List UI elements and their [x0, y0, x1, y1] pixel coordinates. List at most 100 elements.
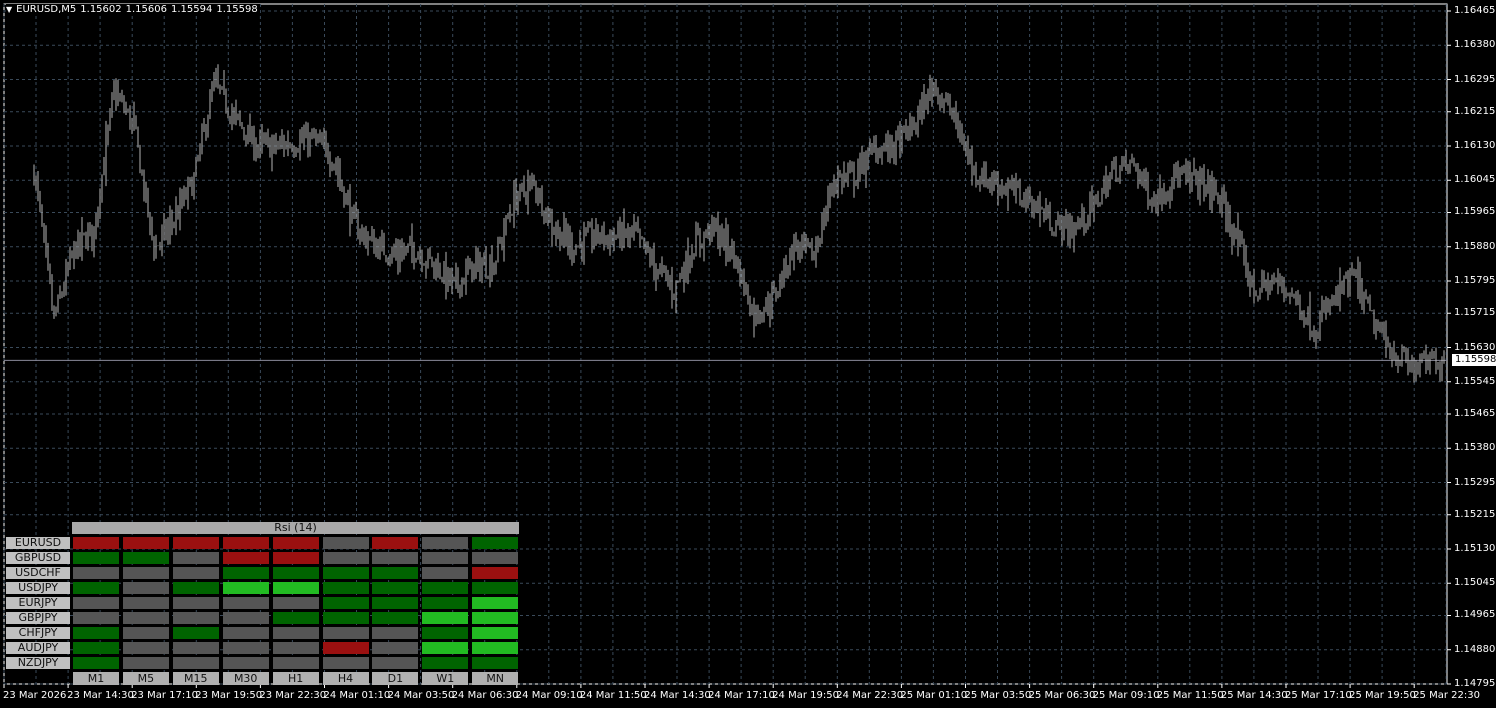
rsi-cell-bearish — [272, 552, 319, 564]
rsi-cell-neutral — [472, 552, 519, 564]
rsi-timeframe-label: M5 — [122, 672, 169, 685]
price-tick-label: 1.15215 — [1454, 508, 1496, 520]
rsi-cell-strong_bullish — [472, 642, 519, 654]
rsi-cell-neutral — [272, 657, 319, 669]
time-tick-label: 25 Mar 14:30 — [1220, 690, 1288, 701]
time-tick-label: 24 Mar 01:10 — [323, 690, 391, 701]
rsi-timeframe-label: H4 — [322, 672, 369, 685]
rsi-cell-bearish — [322, 642, 369, 654]
rsi-cell-bullish — [472, 582, 519, 594]
time-tick-label: 25 Mar 03:50 — [964, 690, 1032, 701]
time-tick-label: 24 Mar 17:10 — [708, 690, 775, 701]
time-tick-label: 24 Mar 06:30 — [451, 690, 519, 701]
rsi-symbol-label: EURJPY — [6, 597, 70, 609]
rsi-cell-bearish — [222, 537, 269, 549]
rsi-cell-neutral — [122, 627, 169, 639]
rsi-cell-neutral — [222, 642, 269, 654]
rsi-symbol-label: CHFJPY — [6, 627, 70, 639]
rsi-cell-bearish — [472, 567, 519, 579]
rsi-cell-strong_bullish — [472, 597, 519, 609]
rsi-cell-bullish — [322, 582, 369, 594]
rsi-cell-bullish — [172, 627, 219, 639]
rsi-cell-bullish — [422, 582, 469, 594]
rsi-cell-bullish — [272, 612, 319, 624]
rsi-cell-bearish — [73, 537, 119, 549]
rsi-cell-neutral — [172, 567, 219, 579]
time-tick-label: 24 Mar 11:50 — [579, 690, 647, 701]
price-tick-label: 1.16465 — [1454, 5, 1496, 16]
rsi-cell-bullish — [422, 627, 469, 639]
time-tick-label: 24 Mar 03:50 — [387, 690, 455, 701]
rsi-cell-strong_bullish — [422, 612, 469, 624]
price-tick-label: 1.16295 — [1454, 73, 1496, 85]
rsi-timeframe-label: D1 — [372, 672, 419, 685]
rsi-cell-bullish — [272, 567, 319, 579]
time-tick-label: 25 Mar 11:50 — [1156, 690, 1224, 701]
rsi-cell-bullish — [422, 597, 469, 609]
high-value: 1.15606 — [125, 4, 167, 15]
rsi-cell-neutral — [372, 657, 419, 669]
rsi-cell-neutral — [122, 597, 169, 609]
rsi-symbol-label: AUDJPY — [6, 642, 70, 654]
rsi-cell-bullish — [73, 552, 119, 564]
rsi-cell-neutral — [372, 642, 419, 654]
rsi-cell-bearish — [222, 552, 269, 564]
time-tick-label: 25 Mar 17:10 — [1285, 690, 1352, 701]
rsi-symbol-label: USDCHF — [6, 567, 70, 579]
rsi-timeframe-label: MN — [472, 672, 519, 685]
rsi-cell-bullish — [322, 612, 369, 624]
rsi-cell-neutral — [372, 627, 419, 639]
price-tick-label: 1.15795 — [1454, 275, 1496, 286]
rsi-cell-neutral — [422, 567, 469, 579]
rsi-cell-neutral — [222, 597, 269, 609]
time-tick-label: 23 Mar 14:30 — [67, 690, 134, 701]
rsi-cell-neutral — [422, 537, 469, 549]
rsi-cell-bearish — [172, 537, 219, 549]
rsi-cell-neutral — [222, 612, 269, 624]
price-tick-label: 1.16130 — [1454, 140, 1496, 151]
rsi-cell-neutral — [322, 627, 369, 639]
price-tick-label: 1.15130 — [1454, 542, 1496, 554]
rsi-timeframe-label: M1 — [73, 672, 119, 685]
rsi-cell-bullish — [372, 612, 419, 624]
symbol-title: EURUSD,M5 — [16, 4, 77, 15]
rsi-cell-bullish — [73, 582, 119, 594]
time-tick-label: 25 Mar 22:30 — [1413, 690, 1480, 701]
chart-title: ▼ EURUSD,M5 1.15602 1.15606 1.15594 1.15… — [6, 4, 260, 15]
rsi-cell-bullish — [322, 567, 369, 579]
rsi-cell-neutral — [322, 537, 369, 549]
rsi-cell-neutral — [172, 657, 219, 669]
rsi-cell-bullish — [73, 657, 119, 669]
rsi-cell-neutral — [172, 552, 219, 564]
rsi-cell-bullish — [172, 582, 219, 594]
price-tick-label: 1.15465 — [1454, 407, 1496, 419]
rsi-cell-neutral — [172, 612, 219, 624]
price-tick-label: 1.16045 — [1454, 174, 1496, 186]
time-tick-label: 23 Mar 2026 — [3, 690, 67, 701]
open-value: 1.15602 — [80, 4, 122, 15]
rsi-cell-neutral — [122, 567, 169, 579]
price-tick-label: 1.16215 — [1454, 105, 1496, 117]
price-tick-label: 1.15380 — [1454, 442, 1496, 454]
rsi-cell-bullish — [372, 582, 419, 594]
price-tick-label: 1.15045 — [1454, 577, 1496, 589]
rsi-cell-bearish — [272, 537, 319, 549]
rsi-cell-bullish — [73, 642, 119, 654]
rsi-cell-bullish — [422, 657, 469, 669]
time-tick-label: 24 Mar 09:10 — [515, 690, 583, 701]
price-tick-label: 1.15965 — [1454, 206, 1496, 218]
rsi-cell-strong_bullish — [272, 582, 319, 594]
rsi-symbol-label: USDJPY — [6, 582, 70, 594]
rsi-cell-bullish — [73, 627, 119, 639]
price-tick-label: 1.15545 — [1454, 375, 1496, 387]
time-tick-label: 25 Mar 09:10 — [1092, 690, 1160, 701]
price-tick-label: 1.14965 — [1454, 609, 1496, 621]
close-value: 1.15598 — [216, 4, 258, 15]
rsi-cell-strong_bullish — [222, 582, 269, 594]
time-tick-label: 23 Mar 22:30 — [259, 690, 327, 701]
rsi-cell-neutral — [172, 642, 219, 654]
price-tick-label: 1.15295 — [1454, 476, 1496, 488]
rsi-cell-strong_bullish — [472, 612, 519, 624]
dropdown-triangle-icon[interactable]: ▼ — [6, 5, 13, 14]
price-tick-label: 1.15630 — [1454, 341, 1496, 353]
